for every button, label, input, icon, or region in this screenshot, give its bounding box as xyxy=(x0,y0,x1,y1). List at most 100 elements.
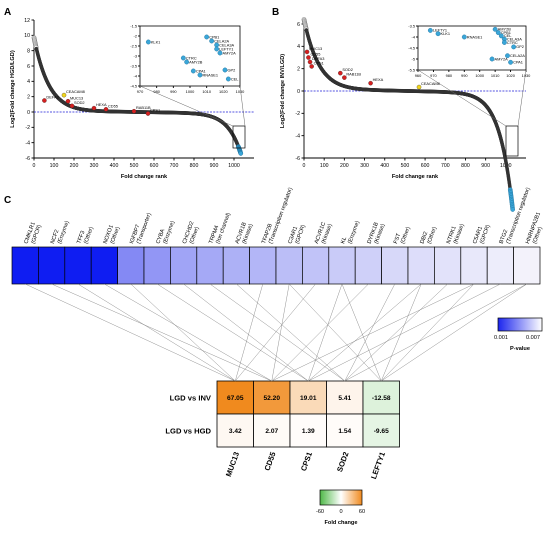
gene-link-line xyxy=(183,283,309,382)
gene-type-label: (Other) xyxy=(426,226,438,245)
x-axis-label: Fold change rank xyxy=(392,174,439,180)
zoom-box xyxy=(505,125,519,157)
gene-marker xyxy=(416,84,422,90)
inset-point xyxy=(204,34,210,40)
x-tick-label: 400 xyxy=(110,163,119,169)
gene-type-label: (Other) xyxy=(110,226,122,245)
gene-link-line xyxy=(51,283,272,382)
gene-link-line xyxy=(236,283,345,382)
gene-label: RAB11B xyxy=(346,72,361,77)
inset-point xyxy=(427,27,433,33)
gene-link-line xyxy=(271,283,369,382)
gene-type-label: (Other) xyxy=(532,226,544,245)
y-axis-label: Log2(Fold change INV/LGD) xyxy=(280,54,286,128)
x-tick-label: 900 xyxy=(481,163,490,169)
gene-link-line xyxy=(308,283,422,382)
y-tick-label: 0 xyxy=(297,89,300,95)
gene-marker xyxy=(338,70,343,76)
pvalue-cell xyxy=(196,246,224,285)
data-points xyxy=(31,35,244,156)
panel-b-letter: B xyxy=(272,7,279,18)
gene-link-line xyxy=(104,283,272,382)
gene-link-line xyxy=(235,283,316,382)
fold-colorbar-tick-label: -60 xyxy=(316,509,324,515)
gene-link-line xyxy=(130,283,236,382)
y-tick-label: 12 xyxy=(24,18,30,24)
inset-point xyxy=(511,44,517,50)
x-axis-label: Fold change rank xyxy=(121,174,168,180)
data-point xyxy=(238,151,244,156)
inset-x-tick-label: 1020 xyxy=(506,73,515,78)
inset-x-tick-label: 990 xyxy=(461,73,468,78)
gene-label: CEACAM8 xyxy=(66,89,85,94)
inset-x-tick-label: 1030 xyxy=(236,89,245,94)
inset-point xyxy=(217,50,223,56)
gene-name-label: FST xyxy=(393,232,402,245)
inset-gene-label: CELA2A xyxy=(510,53,525,58)
x-tick-label: 400 xyxy=(380,163,389,169)
gene-marker xyxy=(368,80,373,86)
chart-c: CMKLR1(GPCR) NCF2(Enzyme) TFF3(Other) NOXO1… xyxy=(11,187,544,526)
inset-gene-label: LEFTY1 xyxy=(433,28,447,33)
fold-colorbar-tick-label: 0 xyxy=(339,509,342,515)
inset-x-tick-label: 1030 xyxy=(522,73,531,78)
pvalue-cell xyxy=(486,246,514,285)
gene-name-label: C5AR1 xyxy=(472,226,484,245)
x-tick-label: 0 xyxy=(303,163,306,169)
inset-point xyxy=(495,30,501,35)
gene-marker xyxy=(306,55,311,60)
inset-y-tick-label: -3 xyxy=(134,54,137,59)
inset-point xyxy=(225,76,231,82)
inset-gene-label: CTRC xyxy=(507,40,518,45)
y-tick-label: -6 xyxy=(25,156,30,162)
gene-label: HEXA xyxy=(373,77,384,82)
inset-point xyxy=(492,26,498,32)
inset-y-tick-label: -2.5 xyxy=(130,44,137,49)
colorbar-tick-label: 0.001 xyxy=(494,335,508,341)
pvalue-cell xyxy=(11,246,39,285)
panel-c-letter: C xyxy=(4,195,11,206)
gene-label: DEFA3 xyxy=(46,95,58,100)
fold-change-cell xyxy=(326,413,364,448)
fold-change-cell xyxy=(362,413,400,448)
pvalue-cell xyxy=(275,246,303,285)
fold-change-colorbar xyxy=(319,489,363,506)
gene-name-label: BTG2 xyxy=(499,229,510,245)
gene-link-line xyxy=(341,283,382,382)
y-tick-label: -2 xyxy=(295,111,300,117)
gene-label: SOD2 xyxy=(342,67,353,72)
pvalue-colorbar xyxy=(497,317,543,332)
inset-y-tick-label: -4.5 xyxy=(130,84,137,89)
fold-change-column-label: LEFTY1 xyxy=(369,450,387,480)
pvalue-cell xyxy=(302,246,330,285)
fold-change-value: 67.05 xyxy=(227,395,244,402)
gene-link-line xyxy=(289,283,382,382)
chart-a: 0 100 200 300 400 500 600 700 800 900 1000 -6 -4 -2 0 2… xyxy=(10,18,254,180)
inset-gene-label: CPA1 xyxy=(513,60,523,65)
inset-gene-label: CELA3A xyxy=(219,42,234,47)
zoom-connector xyxy=(139,85,234,127)
fold-change-value: 3.42 xyxy=(229,428,242,435)
inset-point xyxy=(180,55,186,61)
inset-point xyxy=(197,72,203,78)
inset-point xyxy=(461,34,467,40)
x-tick-label: 700 xyxy=(170,163,179,169)
x-tick-label: 900 xyxy=(210,163,219,169)
zoom-box xyxy=(232,125,246,149)
gene-label: DEFA3 xyxy=(312,56,324,61)
inset-x-tick-label: 1020 xyxy=(219,89,228,94)
y-tick-label: -6 xyxy=(295,156,300,162)
pvalue-cell xyxy=(328,246,356,285)
panel-a-letter: A xyxy=(4,7,11,18)
gene-label: CPS1 xyxy=(150,108,160,113)
inset-gene-label: CPB1 xyxy=(501,30,511,35)
gene-marker xyxy=(342,75,347,80)
inset-point xyxy=(184,59,190,65)
gene-name-label: NTRK1 xyxy=(446,225,458,244)
inset-y-tick-label: -2 xyxy=(134,34,137,39)
gene-name-label: NCF2 xyxy=(50,229,61,245)
gene-type-label: (Other) xyxy=(189,226,201,245)
inset-x-tick-label: 960 xyxy=(415,73,422,78)
gene-link-line xyxy=(271,283,475,382)
